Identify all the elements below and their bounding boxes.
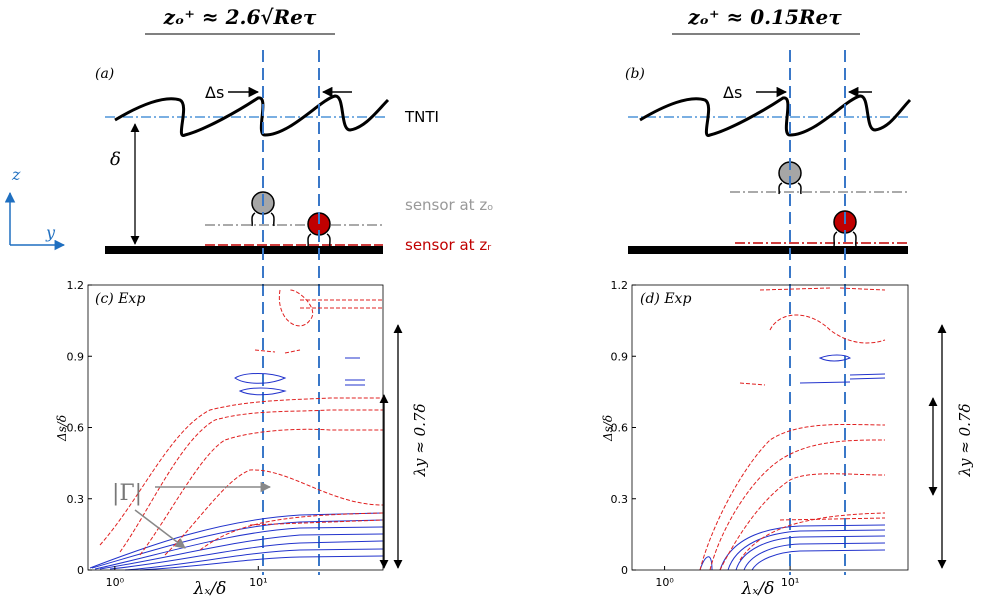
contours-negative — [89, 354, 886, 571]
panel-label: (b) — [625, 66, 645, 82]
panel-label: (d) Exp — [640, 291, 691, 307]
y-tick-label: 0.6 — [611, 422, 629, 435]
x-tick-label: 10¹ — [249, 576, 267, 589]
x-tick-label: 10⁰ — [106, 576, 125, 589]
contours-positive — [99, 287, 886, 571]
tnti-interface — [639, 94, 912, 137]
annotation-arrow — [134, 509, 186, 549]
panel-label: (a) — [95, 66, 114, 82]
panel-label: (c) Exp — [95, 291, 145, 307]
y-tick-label: 0.6 — [67, 422, 85, 435]
title-b: zₒ⁺ ≈ 0.15Reτ — [687, 5, 842, 29]
plot-frame — [631, 284, 909, 571]
lambda-label: λy ≈ 0.7δ — [956, 404, 974, 478]
x-tick-label: 10¹ — [781, 576, 799, 589]
wall — [105, 246, 383, 254]
y-tick-label: 0 — [77, 564, 84, 577]
sensor-o — [778, 161, 802, 195]
sensor-r-label: sensor at zᵣ — [405, 236, 491, 254]
axes: 0 0.3 0.6 0.9 1.2 10⁰ 10¹ 0 0.3 0.6 0.9 1.2 10⁰ 10¹ — [67, 279, 909, 589]
x-axis-label: λₓ/δ — [193, 579, 227, 599]
title-a: zₒ⁺ ≈ 2.6√Reτ — [163, 5, 317, 29]
delta-label: δ — [110, 149, 121, 170]
y-tick-label: 1.2 — [611, 279, 629, 292]
gamma-label: |Γ| — [112, 481, 142, 506]
x-tick-label: 10⁰ — [655, 576, 674, 589]
x-axis-label: λₓ/δ — [741, 579, 775, 599]
y-axis-label: Δs/δ — [55, 415, 69, 442]
wall — [628, 246, 908, 254]
sensor-o-label: sensor at zₒ — [405, 196, 493, 214]
y-tick-label: 0.3 — [67, 493, 85, 506]
y-tick-label: 0.9 — [611, 350, 629, 363]
delta-s: Δs — [723, 83, 742, 102]
y-axis-label: Δs/δ — [601, 415, 615, 442]
tnti-label: TNTI — [404, 108, 439, 126]
y-tick-label: 0 — [621, 564, 628, 577]
lambda-label: λy ≈ 0.7δ — [411, 404, 429, 478]
delta-s: Δs — [205, 83, 224, 102]
y-tick-label: 1.2 — [67, 279, 85, 292]
tnti-interface — [114, 94, 390, 137]
y-tick-label: 0.9 — [67, 350, 85, 363]
z-label: z — [11, 165, 21, 184]
y-tick-label: 0.3 — [611, 493, 629, 506]
y-label: y — [45, 223, 56, 242]
